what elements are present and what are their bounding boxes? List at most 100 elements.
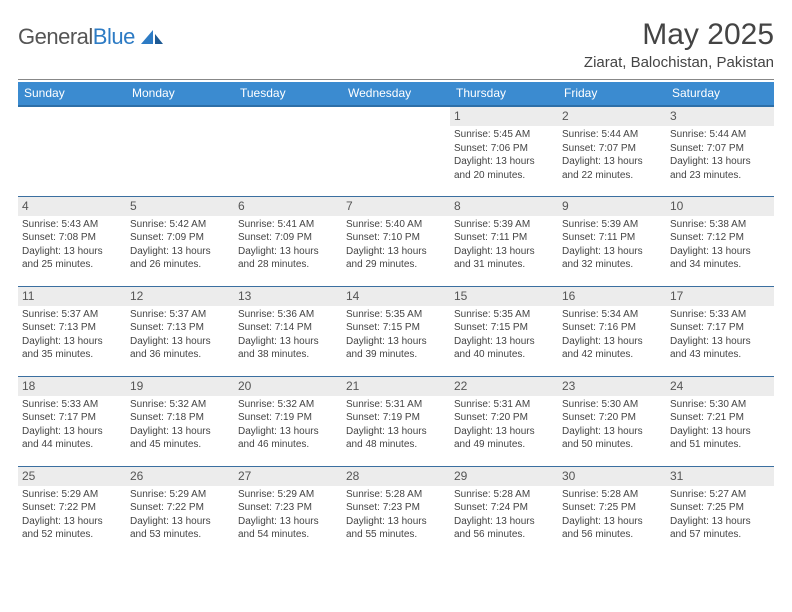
day-details: Sunrise: 5:44 AMSunset: 7:07 PMDaylight:… xyxy=(558,126,666,184)
calendar-cell xyxy=(342,106,450,196)
weekday-header: Saturday xyxy=(666,82,774,106)
daylight-line: Daylight: 13 hours and 35 minutes. xyxy=(22,335,122,362)
sunrise-line: Sunrise: 5:38 AM xyxy=(670,218,770,232)
day-number: 13 xyxy=(234,287,342,306)
day-number xyxy=(18,107,126,126)
day-details: Sunrise: 5:28 AMSunset: 7:25 PMDaylight:… xyxy=(558,486,666,544)
day-details: Sunrise: 5:29 AMSunset: 7:23 PMDaylight:… xyxy=(234,486,342,544)
daylight-line: Daylight: 13 hours and 23 minutes. xyxy=(670,155,770,182)
day-details: Sunrise: 5:30 AMSunset: 7:20 PMDaylight:… xyxy=(558,396,666,454)
calendar-cell: 11Sunrise: 5:37 AMSunset: 7:13 PMDayligh… xyxy=(18,286,126,376)
sunrise-line: Sunrise: 5:31 AM xyxy=(454,398,554,412)
calendar-cell: 21Sunrise: 5:31 AMSunset: 7:19 PMDayligh… xyxy=(342,376,450,466)
day-number: 31 xyxy=(666,467,774,486)
day-number: 28 xyxy=(342,467,450,486)
logo-sail-icon xyxy=(139,28,165,46)
weekday-header: Monday xyxy=(126,82,234,106)
day-details: Sunrise: 5:30 AMSunset: 7:21 PMDaylight:… xyxy=(666,396,774,454)
daylight-line: Daylight: 13 hours and 54 minutes. xyxy=(238,515,338,542)
day-details: Sunrise: 5:32 AMSunset: 7:18 PMDaylight:… xyxy=(126,396,234,454)
sunset-line: Sunset: 7:15 PM xyxy=(454,321,554,335)
sunset-line: Sunset: 7:24 PM xyxy=(454,501,554,515)
day-number xyxy=(342,107,450,126)
calendar-cell: 12Sunrise: 5:37 AMSunset: 7:13 PMDayligh… xyxy=(126,286,234,376)
sunset-line: Sunset: 7:19 PM xyxy=(346,411,446,425)
day-details: Sunrise: 5:34 AMSunset: 7:16 PMDaylight:… xyxy=(558,306,666,364)
daylight-line: Daylight: 13 hours and 56 minutes. xyxy=(454,515,554,542)
day-details: Sunrise: 5:31 AMSunset: 7:20 PMDaylight:… xyxy=(450,396,558,454)
sunset-line: Sunset: 7:07 PM xyxy=(670,142,770,156)
daylight-line: Daylight: 13 hours and 56 minutes. xyxy=(562,515,662,542)
sunrise-line: Sunrise: 5:30 AM xyxy=(670,398,770,412)
day-details: Sunrise: 5:35 AMSunset: 7:15 PMDaylight:… xyxy=(342,306,450,364)
logo-word2: Blue xyxy=(93,24,135,49)
day-number: 27 xyxy=(234,467,342,486)
sunrise-line: Sunrise: 5:44 AM xyxy=(670,128,770,142)
day-number: 30 xyxy=(558,467,666,486)
day-number: 12 xyxy=(126,287,234,306)
day-number: 14 xyxy=(342,287,450,306)
sunrise-line: Sunrise: 5:28 AM xyxy=(562,488,662,502)
calendar-cell: 18Sunrise: 5:33 AMSunset: 7:17 PMDayligh… xyxy=(18,376,126,466)
sunset-line: Sunset: 7:21 PM xyxy=(670,411,770,425)
sunrise-line: Sunrise: 5:45 AM xyxy=(454,128,554,142)
sunset-line: Sunset: 7:09 PM xyxy=(130,231,230,245)
sunset-line: Sunset: 7:25 PM xyxy=(562,501,662,515)
day-number: 25 xyxy=(18,467,126,486)
sunset-line: Sunset: 7:06 PM xyxy=(454,142,554,156)
day-number: 16 xyxy=(558,287,666,306)
calendar-cell: 4Sunrise: 5:43 AMSunset: 7:08 PMDaylight… xyxy=(18,196,126,286)
day-details: Sunrise: 5:31 AMSunset: 7:19 PMDaylight:… xyxy=(342,396,450,454)
calendar-cell: 8Sunrise: 5:39 AMSunset: 7:11 PMDaylight… xyxy=(450,196,558,286)
calendar-cell: 26Sunrise: 5:29 AMSunset: 7:22 PMDayligh… xyxy=(126,466,234,558)
day-details: Sunrise: 5:32 AMSunset: 7:19 PMDaylight:… xyxy=(234,396,342,454)
sunrise-line: Sunrise: 5:39 AM xyxy=(454,218,554,232)
calendar-cell: 10Sunrise: 5:38 AMSunset: 7:12 PMDayligh… xyxy=(666,196,774,286)
day-details: Sunrise: 5:39 AMSunset: 7:11 PMDaylight:… xyxy=(450,216,558,274)
weekday-header: Friday xyxy=(558,82,666,106)
day-details: Sunrise: 5:35 AMSunset: 7:15 PMDaylight:… xyxy=(450,306,558,364)
day-number: 19 xyxy=(126,377,234,396)
day-number: 17 xyxy=(666,287,774,306)
calendar-cell: 3Sunrise: 5:44 AMSunset: 7:07 PMDaylight… xyxy=(666,106,774,196)
calendar-cell: 16Sunrise: 5:34 AMSunset: 7:16 PMDayligh… xyxy=(558,286,666,376)
sunrise-line: Sunrise: 5:37 AM xyxy=(130,308,230,322)
calendar-cell: 31Sunrise: 5:27 AMSunset: 7:25 PMDayligh… xyxy=(666,466,774,558)
daylight-line: Daylight: 13 hours and 44 minutes. xyxy=(22,425,122,452)
daylight-line: Daylight: 13 hours and 38 minutes. xyxy=(238,335,338,362)
header-divider xyxy=(18,79,774,80)
sunset-line: Sunset: 7:13 PM xyxy=(22,321,122,335)
day-number: 24 xyxy=(666,377,774,396)
day-details: Sunrise: 5:27 AMSunset: 7:25 PMDaylight:… xyxy=(666,486,774,544)
calendar-cell: 25Sunrise: 5:29 AMSunset: 7:22 PMDayligh… xyxy=(18,466,126,558)
logo-word1: General xyxy=(18,24,93,49)
calendar-head: SundayMondayTuesdayWednesdayThursdayFrid… xyxy=(18,82,774,106)
sunrise-line: Sunrise: 5:29 AM xyxy=(130,488,230,502)
calendar-cell: 28Sunrise: 5:28 AMSunset: 7:23 PMDayligh… xyxy=(342,466,450,558)
daylight-line: Daylight: 13 hours and 46 minutes. xyxy=(238,425,338,452)
daylight-line: Daylight: 13 hours and 49 minutes. xyxy=(454,425,554,452)
daylight-line: Daylight: 13 hours and 25 minutes. xyxy=(22,245,122,272)
calendar-week-row: 18Sunrise: 5:33 AMSunset: 7:17 PMDayligh… xyxy=(18,376,774,466)
day-number xyxy=(234,107,342,126)
sunset-line: Sunset: 7:15 PM xyxy=(346,321,446,335)
daylight-line: Daylight: 13 hours and 42 minutes. xyxy=(562,335,662,362)
calendar-cell: 7Sunrise: 5:40 AMSunset: 7:10 PMDaylight… xyxy=(342,196,450,286)
sunrise-line: Sunrise: 5:33 AM xyxy=(22,398,122,412)
sunrise-line: Sunrise: 5:36 AM xyxy=(238,308,338,322)
daylight-line: Daylight: 13 hours and 48 minutes. xyxy=(346,425,446,452)
day-number xyxy=(126,107,234,126)
day-number: 29 xyxy=(450,467,558,486)
daylight-line: Daylight: 13 hours and 31 minutes. xyxy=(454,245,554,272)
day-details: Sunrise: 5:43 AMSunset: 7:08 PMDaylight:… xyxy=(18,216,126,274)
weekday-header: Wednesday xyxy=(342,82,450,106)
sunrise-line: Sunrise: 5:30 AM xyxy=(562,398,662,412)
sunrise-line: Sunrise: 5:34 AM xyxy=(562,308,662,322)
daylight-line: Daylight: 13 hours and 34 minutes. xyxy=(670,245,770,272)
calendar-cell: 30Sunrise: 5:28 AMSunset: 7:25 PMDayligh… xyxy=(558,466,666,558)
sunset-line: Sunset: 7:22 PM xyxy=(22,501,122,515)
weekday-header: Sunday xyxy=(18,82,126,106)
day-number: 2 xyxy=(558,107,666,126)
day-details: Sunrise: 5:33 AMSunset: 7:17 PMDaylight:… xyxy=(666,306,774,364)
month-title: May 2025 xyxy=(584,18,774,52)
